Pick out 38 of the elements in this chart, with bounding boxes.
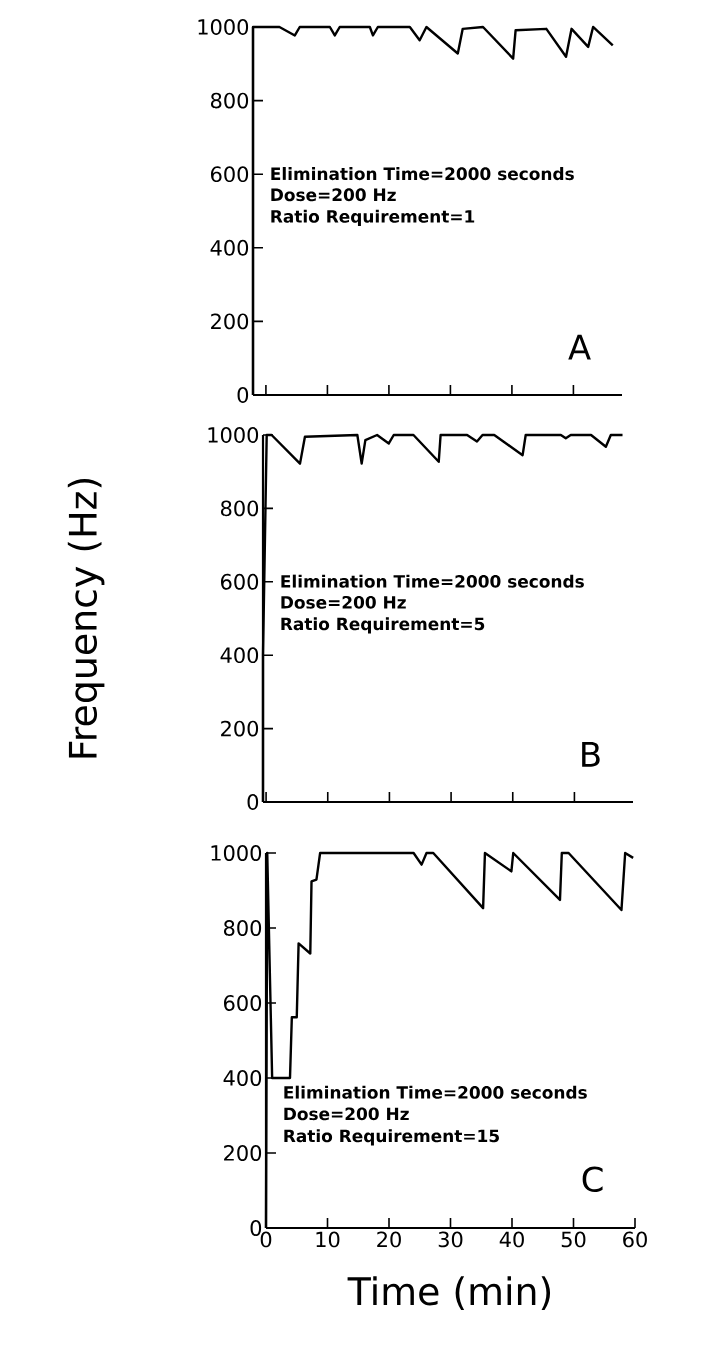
annotation: Ratio Requirement=15 <box>284 1129 499 1146</box>
y-axis-title: Frequency (Hz) <box>67 479 105 758</box>
annotation: Dose=200 Hz <box>271 188 396 202</box>
x-axis-title: Time (min) <box>347 1276 551 1310</box>
x-tick-label: 10 <box>316 1231 340 1248</box>
x-tick-label: 50 <box>561 1231 586 1248</box>
y-tick-label: 200 <box>211 313 249 330</box>
x-tick-label: 30 <box>438 1231 463 1248</box>
y-tick-label: 0 <box>237 387 249 403</box>
annotation: Elimination Time=2000 seconds <box>281 574 584 588</box>
annotation: A <box>568 334 591 360</box>
annotation: C <box>582 1166 603 1193</box>
x-tick-label: 20 <box>377 1231 401 1248</box>
x-tick-label: 60 <box>623 1231 647 1248</box>
y-tick-label: 600 <box>224 995 262 1011</box>
x-tick-label: 40 <box>499 1231 524 1248</box>
y-tick-label: 200 <box>221 720 259 737</box>
y-tick-label: 400 <box>210 239 249 256</box>
y-tick-label: 800 <box>210 92 249 109</box>
y-tick-label: 1000 <box>208 427 259 443</box>
annotation: Elimination Time=2000 seconds <box>271 167 574 181</box>
annotation: Ratio Requirement=5 <box>281 617 485 634</box>
annotation: Elimination Time=2000 seconds <box>284 1085 587 1099</box>
annotation: Dose=200 Hz <box>284 1107 409 1121</box>
y-tick-label: 0 <box>250 1220 262 1236</box>
y-tick-label: 200 <box>224 1145 262 1161</box>
y-tick-label: 800 <box>223 920 262 936</box>
annotation: Dose=200 Hz <box>281 595 406 609</box>
annotation: B <box>582 741 600 767</box>
y-tick-label: 0 <box>247 794 259 810</box>
annotation: Ratio Requirement=1 <box>271 209 475 227</box>
y-tick-label: 400 <box>220 647 259 664</box>
y-tick-label: 1000 <box>211 845 262 861</box>
y-tick-label: 600 <box>221 573 259 590</box>
y-tick-label: 400 <box>223 1070 262 1086</box>
y-tick-label: 1000 <box>198 19 249 35</box>
y-tick-label: 600 <box>211 166 249 183</box>
y-tick-label: 800 <box>220 500 259 517</box>
